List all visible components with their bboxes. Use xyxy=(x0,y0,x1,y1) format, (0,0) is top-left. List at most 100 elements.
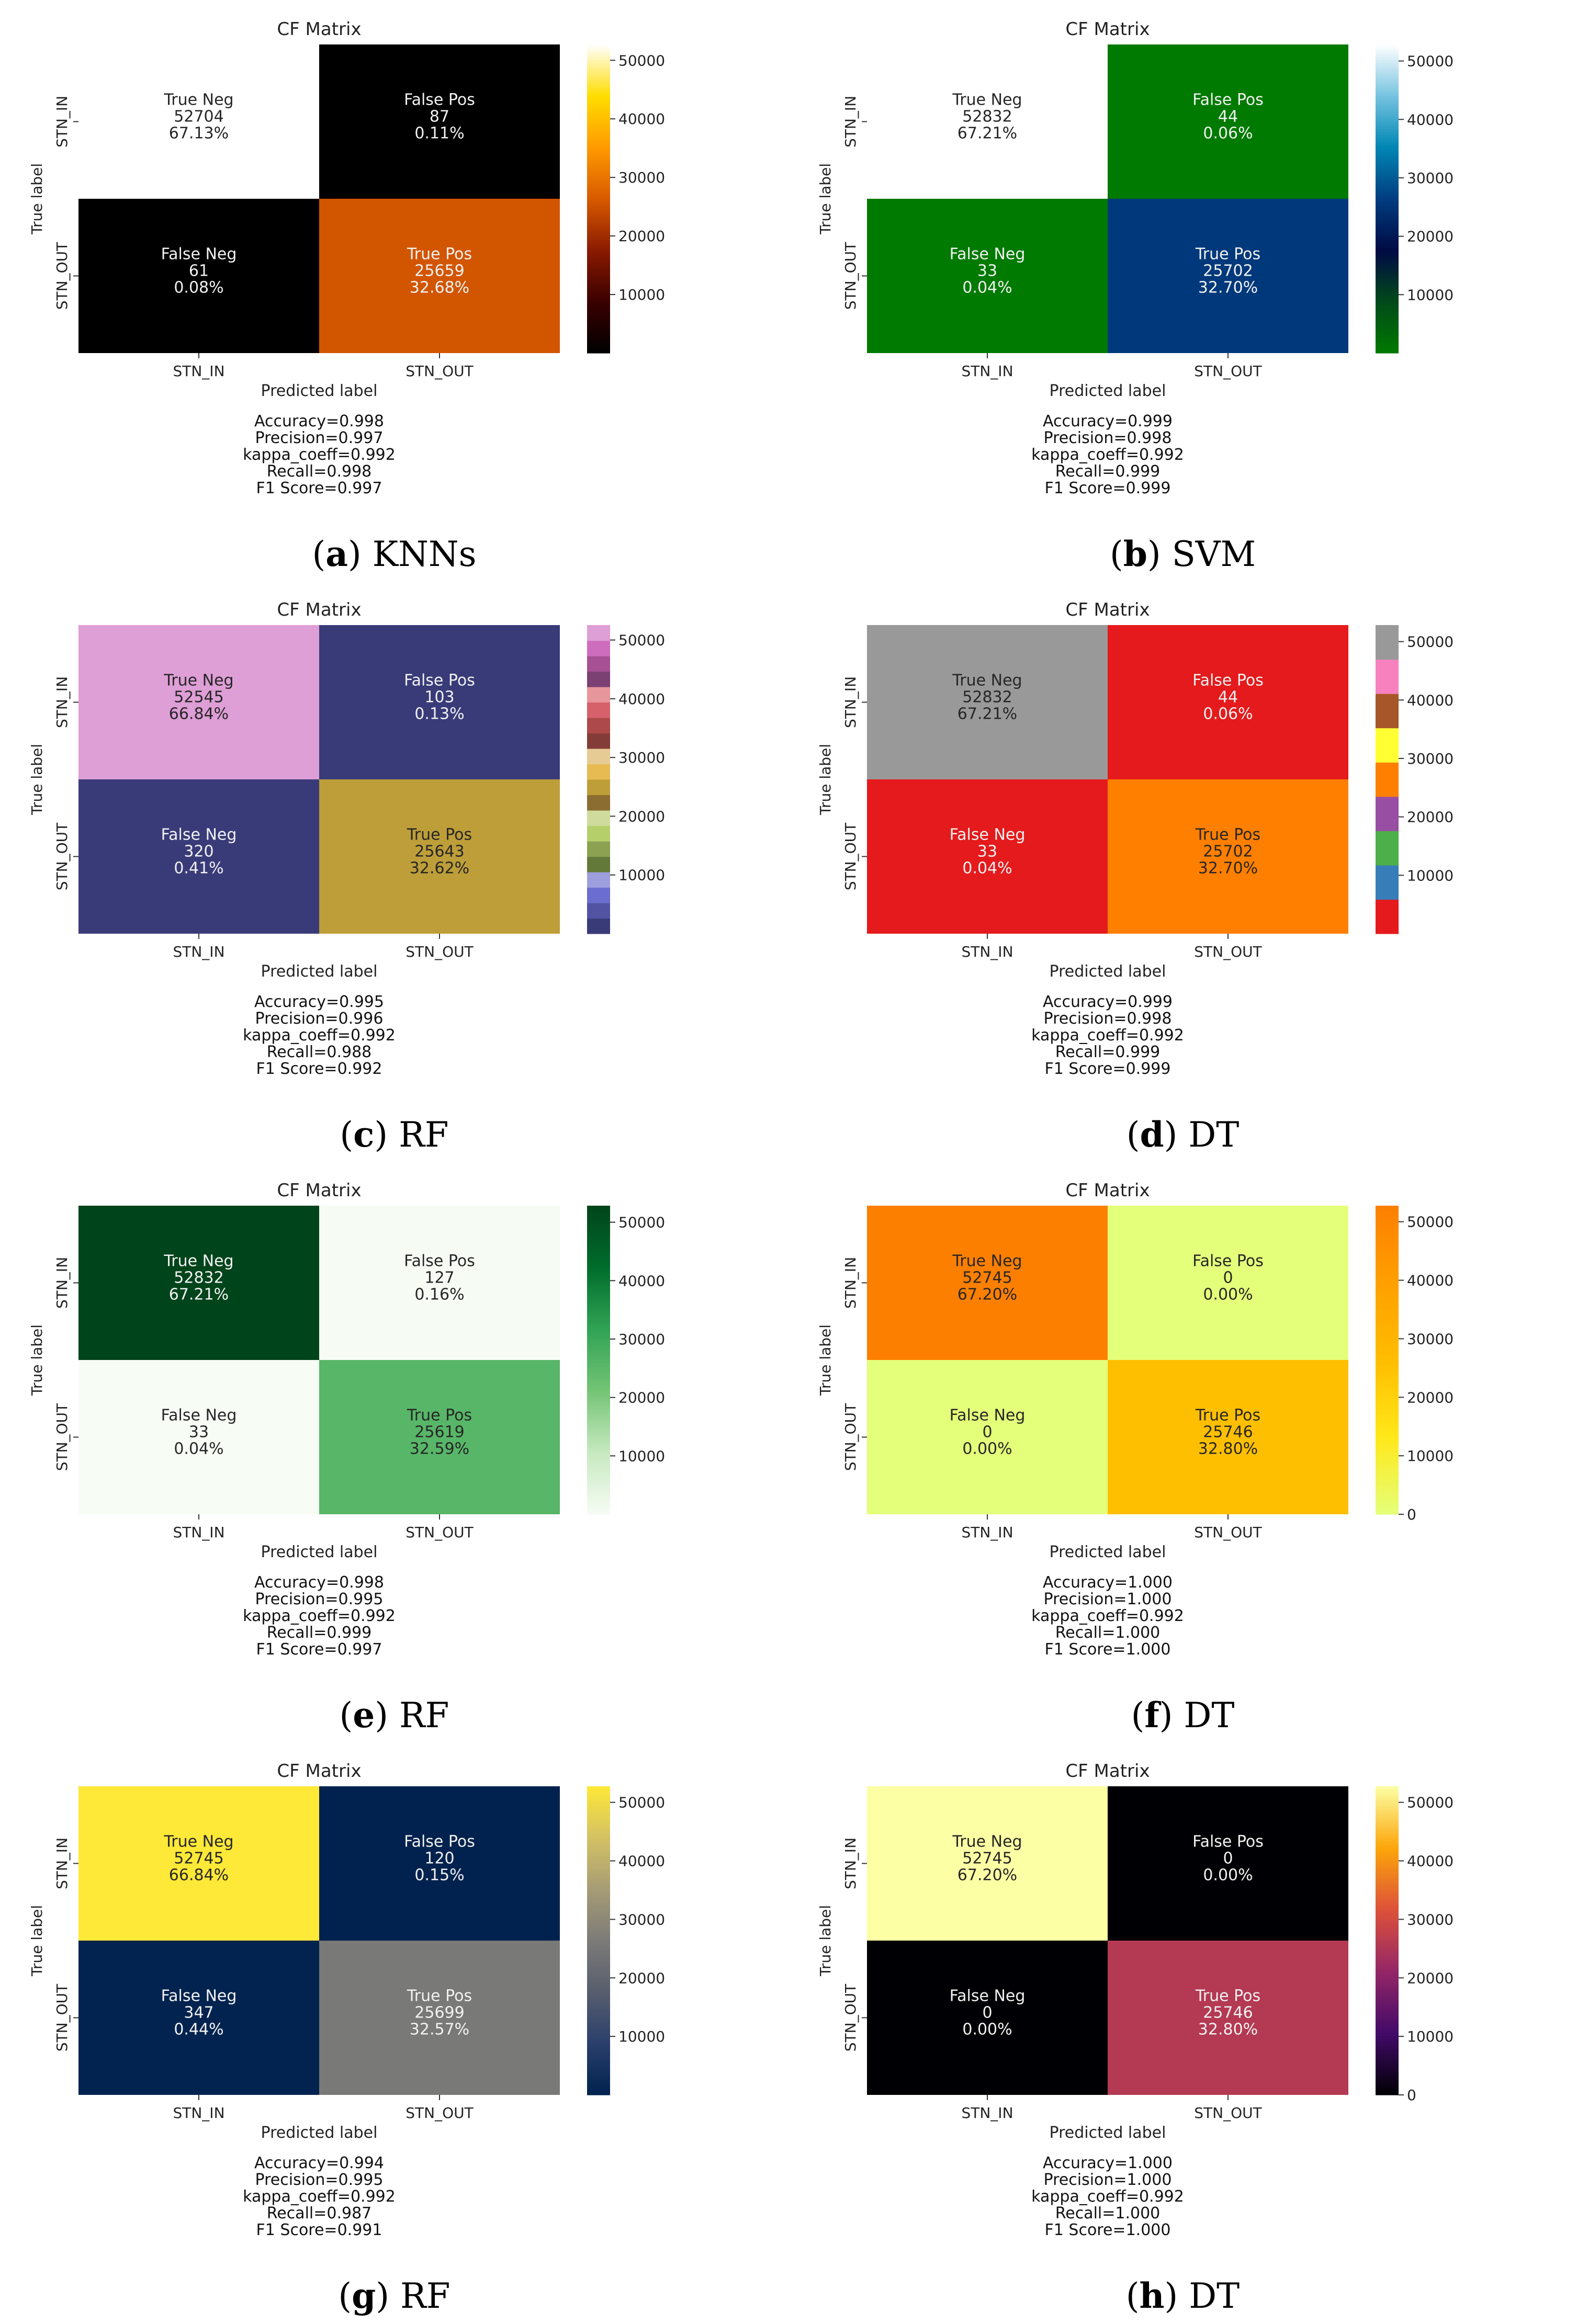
metric-line: F1 Score=0.997 xyxy=(256,479,382,497)
colorbar-segment xyxy=(587,2031,610,2034)
colorbar-segment xyxy=(587,1288,610,1291)
colorbar-segment xyxy=(1376,1945,1399,1949)
colorbar-segment xyxy=(587,1948,610,1952)
colorbar-segment xyxy=(587,1272,610,1276)
colorbar-segment xyxy=(587,227,610,230)
caption-letter: c xyxy=(353,1114,375,1155)
colorbar-segment xyxy=(1376,343,1399,346)
x-tick-label: STN_OUT xyxy=(1194,2104,1262,2122)
colorbar-segment xyxy=(1376,340,1399,343)
colorbar-segment xyxy=(1376,144,1399,148)
colorbar-segment xyxy=(1376,65,1399,68)
colorbar-segment xyxy=(587,2023,610,2026)
colorbar-segment xyxy=(1376,1843,1399,1846)
colorbar-segment xyxy=(587,1817,610,1820)
colorbar-tick-label: 30000 xyxy=(1407,750,1454,767)
colorbar-segment xyxy=(587,191,610,194)
colorbar-segment xyxy=(587,1334,610,1337)
colorbar-tick-label: 10000 xyxy=(618,1447,665,1465)
colorbar-segment xyxy=(1376,137,1399,140)
confusion-matrix-panel-c: CF Matrix True Neg 52545 66.84% False Pos 103… xyxy=(0,581,788,1161)
chart-title: CF Matrix xyxy=(1065,1180,1150,1201)
colorbar-segment xyxy=(1376,304,1399,308)
colorbar-segment xyxy=(587,1879,610,1882)
colorbar-tick-label: 20000 xyxy=(1407,228,1454,245)
colorbar-segment xyxy=(1376,1835,1399,1838)
colorbar-segment xyxy=(587,2054,610,2057)
colorbar-segment xyxy=(587,2048,610,2052)
colorbar-segment xyxy=(1376,1244,1399,1248)
colorbar-segment xyxy=(587,1483,610,1487)
colorbar-segment xyxy=(1376,1920,1399,1923)
colorbar-segment xyxy=(587,1280,610,1284)
colorbar-segment xyxy=(587,2043,610,2047)
colorbar-segment xyxy=(587,1881,610,1885)
colorbar-segment xyxy=(1376,1840,1399,1843)
colorbar-segment xyxy=(1376,1824,1399,1828)
colorbar-segment xyxy=(587,2004,610,2008)
colorbar-segment xyxy=(587,1386,610,1389)
confusion-matrix-panel-f: CF Matrix True Neg 52745 67.20% False Pos 0 0.… xyxy=(788,1161,1577,1742)
heatmap-cell xyxy=(1108,625,1348,779)
colorbar xyxy=(587,1206,610,1515)
colorbar-segment xyxy=(587,1424,610,1427)
y-axis-label: True label xyxy=(28,163,46,235)
colorbar-segment xyxy=(1376,1897,1399,1900)
cell-count-label: 52745 xyxy=(174,1850,223,1868)
colorbar-segment xyxy=(1376,194,1399,197)
colorbar-segment xyxy=(1376,85,1399,89)
colorbar-segment xyxy=(1376,106,1399,109)
cell-name-label: False Neg xyxy=(161,826,237,844)
colorbar-segment xyxy=(1376,1506,1399,1510)
colorbar-segment xyxy=(587,289,610,292)
colorbar-segment xyxy=(1376,1486,1399,1489)
cell-percent-label: 67.21% xyxy=(169,1286,229,1304)
colorbar-segment xyxy=(587,1812,610,1815)
colorbar-segment xyxy=(1376,1460,1399,1464)
colorbar-segment xyxy=(587,340,610,343)
colorbar-segment xyxy=(1376,250,1399,253)
colorbar-segment xyxy=(1376,142,1399,145)
colorbar-tick-label: 30000 xyxy=(618,169,665,186)
colorbar-segment xyxy=(587,1463,610,1466)
colorbar-segment xyxy=(587,47,610,50)
colorbar-segment xyxy=(587,1383,610,1386)
metric-line: Recall=0.987 xyxy=(266,2204,372,2223)
colorbar-segment xyxy=(587,2079,610,2083)
colorbar-segment xyxy=(1376,1327,1399,1330)
colorbar-segment xyxy=(587,872,610,888)
colorbar-segment xyxy=(587,1933,610,1936)
colorbar-segment xyxy=(1376,2040,1399,2044)
colorbar-segment xyxy=(587,247,610,251)
colorbar-segment xyxy=(1376,1321,1399,1324)
colorbar-segment xyxy=(587,217,610,220)
metrics-block: Accuracy=0.999 Precision=0.998 kappa_coeff… xyxy=(846,413,1369,497)
chart-title: CF Matrix xyxy=(1065,599,1150,620)
colorbar-segment xyxy=(587,77,610,81)
colorbar-segment xyxy=(587,96,610,99)
colorbar-segment xyxy=(1376,309,1399,312)
colorbar-segment xyxy=(587,1257,610,1260)
colorbar-segment xyxy=(1376,1347,1399,1350)
heatmap-cell xyxy=(867,199,1108,353)
metric-line: Recall=0.998 xyxy=(266,462,372,481)
colorbar-segment xyxy=(1376,1300,1399,1304)
colorbar-tick-label: 40000 xyxy=(618,1272,665,1289)
colorbar-tick-label: 30000 xyxy=(1407,1911,1454,1928)
colorbar-segment xyxy=(1376,1269,1399,1273)
colorbar-segment xyxy=(587,255,610,258)
colorbar-segment xyxy=(1376,1391,1399,1394)
colorbar-segment xyxy=(1376,1223,1399,1227)
colorbar-segment xyxy=(587,2038,610,2042)
colorbar-segment xyxy=(1376,286,1399,289)
colorbar-segment xyxy=(587,108,610,112)
colorbar-segment xyxy=(587,1231,610,1234)
colorbar-segment xyxy=(587,1855,610,1859)
colorbar-segment xyxy=(587,144,610,148)
colorbar-segment xyxy=(587,1512,610,1515)
colorbar-segment xyxy=(1376,93,1399,96)
colorbar-tick-label: 40000 xyxy=(618,690,665,708)
colorbar-segment xyxy=(1376,224,1399,228)
colorbar-segment xyxy=(1376,1956,1399,1959)
colorbar-segment xyxy=(587,1347,610,1350)
